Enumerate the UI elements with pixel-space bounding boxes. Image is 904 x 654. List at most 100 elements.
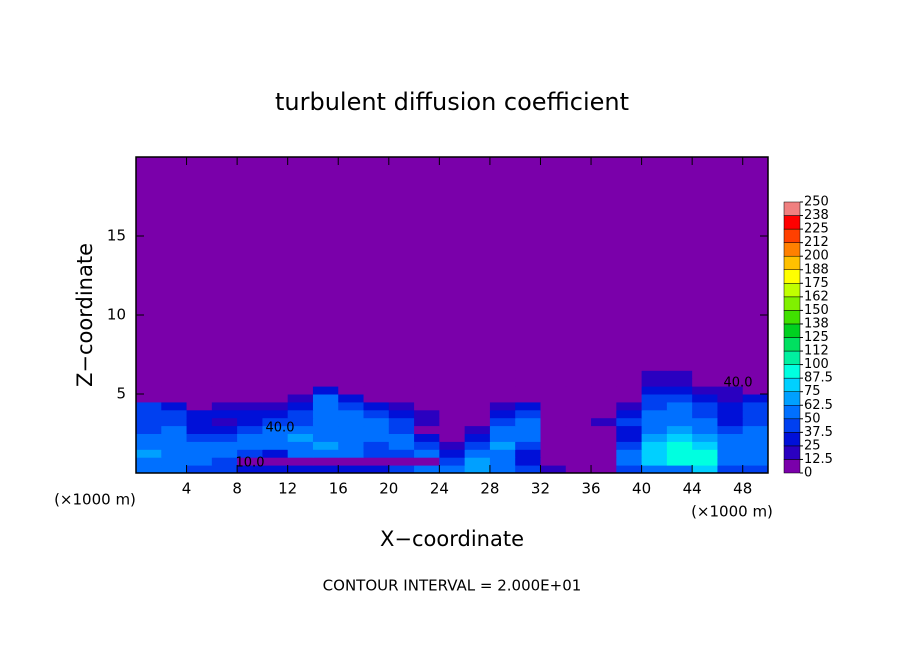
field-cell: [338, 394, 365, 403]
field-cell: [540, 417, 567, 427]
field-cell: [161, 354, 188, 363]
field-cell: [414, 465, 440, 474]
field-cell: [489, 433, 516, 442]
field-cell: [515, 386, 541, 395]
field-cell: [540, 433, 567, 442]
field-cell: [161, 441, 188, 450]
field-cell: [211, 441, 238, 450]
field-cell: [641, 378, 668, 387]
field-cell: [439, 441, 466, 450]
field-cell: [515, 457, 541, 466]
field-cell: [717, 425, 744, 434]
colorbar-tick-label: 37.5: [804, 425, 833, 440]
field-cell: [540, 386, 567, 395]
field-cell: [186, 386, 213, 395]
field-cell: [287, 378, 314, 387]
field-cell: [136, 354, 162, 363]
field-cell: [262, 354, 289, 363]
field-cell: [287, 425, 314, 434]
field-cell: [666, 441, 693, 450]
field-cell: [515, 409, 541, 419]
field-cell: [692, 386, 718, 395]
field-cell: [489, 409, 516, 419]
field-cell: [136, 394, 162, 403]
field-cell: [591, 425, 617, 434]
field-cell: [136, 465, 162, 474]
field-cell: [540, 362, 567, 371]
field-cell: [211, 354, 238, 363]
field-cell: [540, 354, 567, 363]
field-cell: [692, 433, 718, 442]
field-cell: [363, 449, 390, 458]
field-cell: [338, 378, 365, 387]
field-cell: [464, 370, 491, 379]
field-cell: [616, 394, 643, 403]
field-cell: [439, 457, 466, 466]
field-cell: [338, 433, 365, 442]
field-cell: [565, 370, 592, 379]
field-cell: [717, 370, 744, 379]
field-cell: [388, 465, 415, 474]
x-tick-label: 44: [683, 480, 702, 498]
field-cell: [186, 378, 213, 387]
field-cell: [338, 401, 365, 411]
field-cell: [237, 394, 263, 403]
field-cell: [363, 354, 390, 363]
field-cell: [489, 370, 516, 379]
colorbar-swatch: [783, 215, 801, 230]
field-cell: [515, 417, 541, 427]
field-cell: [186, 370, 213, 379]
colorbar-tick-label: 150: [804, 303, 829, 318]
field-cell: [439, 386, 466, 395]
field-cell: [287, 401, 314, 411]
field-cell: [515, 394, 541, 403]
field-cell: [565, 457, 592, 466]
colorbar-tick-label: 188: [804, 262, 829, 277]
colorbar-tick-label: 100: [804, 357, 829, 372]
colorbar-swatch: [783, 201, 801, 216]
field-cell: [161, 362, 188, 371]
field-cell: [388, 409, 415, 419]
colorbar-swatch: [783, 418, 801, 433]
field-cell: [692, 441, 718, 450]
field-cell: [414, 378, 440, 387]
field-cell: [439, 401, 466, 411]
colorbar-swatch: [783, 459, 801, 474]
field-cell: [186, 465, 213, 474]
field-cell: [591, 378, 617, 387]
field-cell: [489, 394, 516, 403]
field-cell: [262, 457, 289, 466]
field-cell: [591, 370, 617, 379]
field-cell: [136, 457, 162, 466]
field-cell: [641, 433, 668, 442]
field-cell: [666, 465, 693, 474]
colorbar-swatch: [783, 364, 801, 379]
field-cell: [591, 362, 617, 371]
field-cell: [414, 394, 440, 403]
field-cell: [439, 465, 466, 474]
field-cell: [616, 401, 643, 411]
field-cell: [262, 417, 289, 427]
field-cell: [161, 409, 188, 419]
field-cell: [489, 354, 516, 363]
field-cell: [211, 386, 238, 395]
x-axis-label: X−coordinate: [380, 527, 524, 551]
field-cell: [312, 417, 339, 427]
field-cell: [515, 370, 541, 379]
colorbar-tick-label: 87.5: [804, 371, 833, 386]
field-cell: [565, 394, 592, 403]
field-cell: [312, 465, 339, 474]
field-cell: [515, 441, 541, 450]
field-cell: [717, 378, 744, 387]
field-cell: [287, 433, 314, 442]
field-cell: [136, 409, 162, 419]
colorbar-tick-label: 175: [804, 276, 829, 291]
field-cell: [666, 378, 693, 387]
field-cell: [338, 441, 365, 450]
field-cell: [464, 378, 491, 387]
field-cell: [616, 354, 643, 363]
colorbar-tick-label: 50: [804, 411, 821, 426]
field-cell: [414, 449, 440, 458]
field-cell: [312, 401, 339, 411]
